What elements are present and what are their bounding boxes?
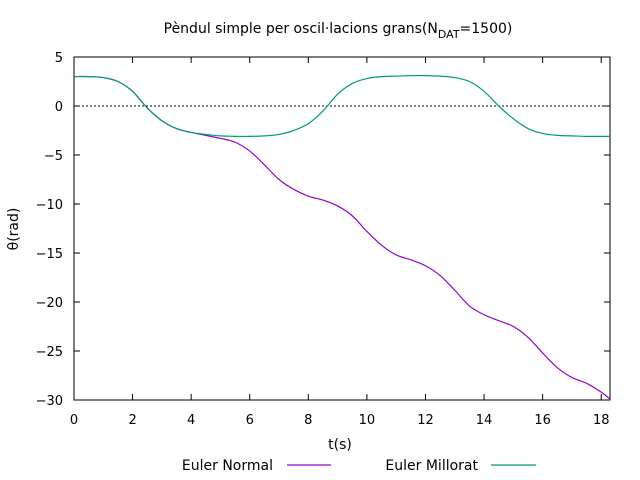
y-tick-label: 5 (55, 51, 63, 66)
y-tick-label: −5 (44, 149, 63, 164)
x-tick-label: 0 (70, 413, 78, 428)
series-line-euler-millorat (73, 74, 610, 138)
series-lines (73, 74, 611, 400)
y-tick-label: 0 (55, 100, 63, 115)
x-tick-label: 16 (534, 413, 551, 428)
x-axis-label: t(s) (328, 437, 352, 453)
y-tick-label: −10 (36, 198, 63, 213)
axis-tick-labels: 0 2 4 6 8 10 12 14 16 18 5 0 −5 −10 −15 −20 −25 −30 (36, 51, 610, 428)
y-axis-label: θ(rad) (6, 208, 22, 251)
y-tick-label: −15 (36, 247, 63, 262)
y-tick-label: −30 (36, 394, 63, 409)
x-tick-label: 4 (187, 413, 195, 428)
y-tick-label: −25 (36, 345, 63, 360)
x-tick-label: 12 (417, 413, 434, 428)
chart-title-subscript: DAT (438, 28, 460, 41)
chart-title-main: Pèndul simple per oscil·lacions grans(N (164, 21, 438, 37)
y-tick-label: −20 (36, 296, 63, 311)
plot-frame (73, 56, 611, 401)
series-line-euler-normal (73, 75, 611, 400)
chart-title: Pèndul simple per oscil·lacions grans(ND… (164, 21, 513, 41)
x-tick-label: 2 (128, 413, 136, 428)
x-tick-label: 8 (304, 413, 312, 428)
legend-label-euler-normal: Euler Normal (182, 458, 273, 474)
axis-ticks (73, 56, 610, 401)
legend-label-euler-millorat: Euler Millorat (385, 458, 478, 474)
x-tick-label: 10 (359, 413, 376, 428)
x-tick-label: 6 (246, 413, 254, 428)
chart-title-suffix: =1500) (460, 21, 513, 37)
x-tick-label: 18 (593, 413, 610, 428)
legend: Euler Normal Euler Millorat (182, 458, 536, 474)
x-tick-label: 14 (476, 413, 493, 428)
